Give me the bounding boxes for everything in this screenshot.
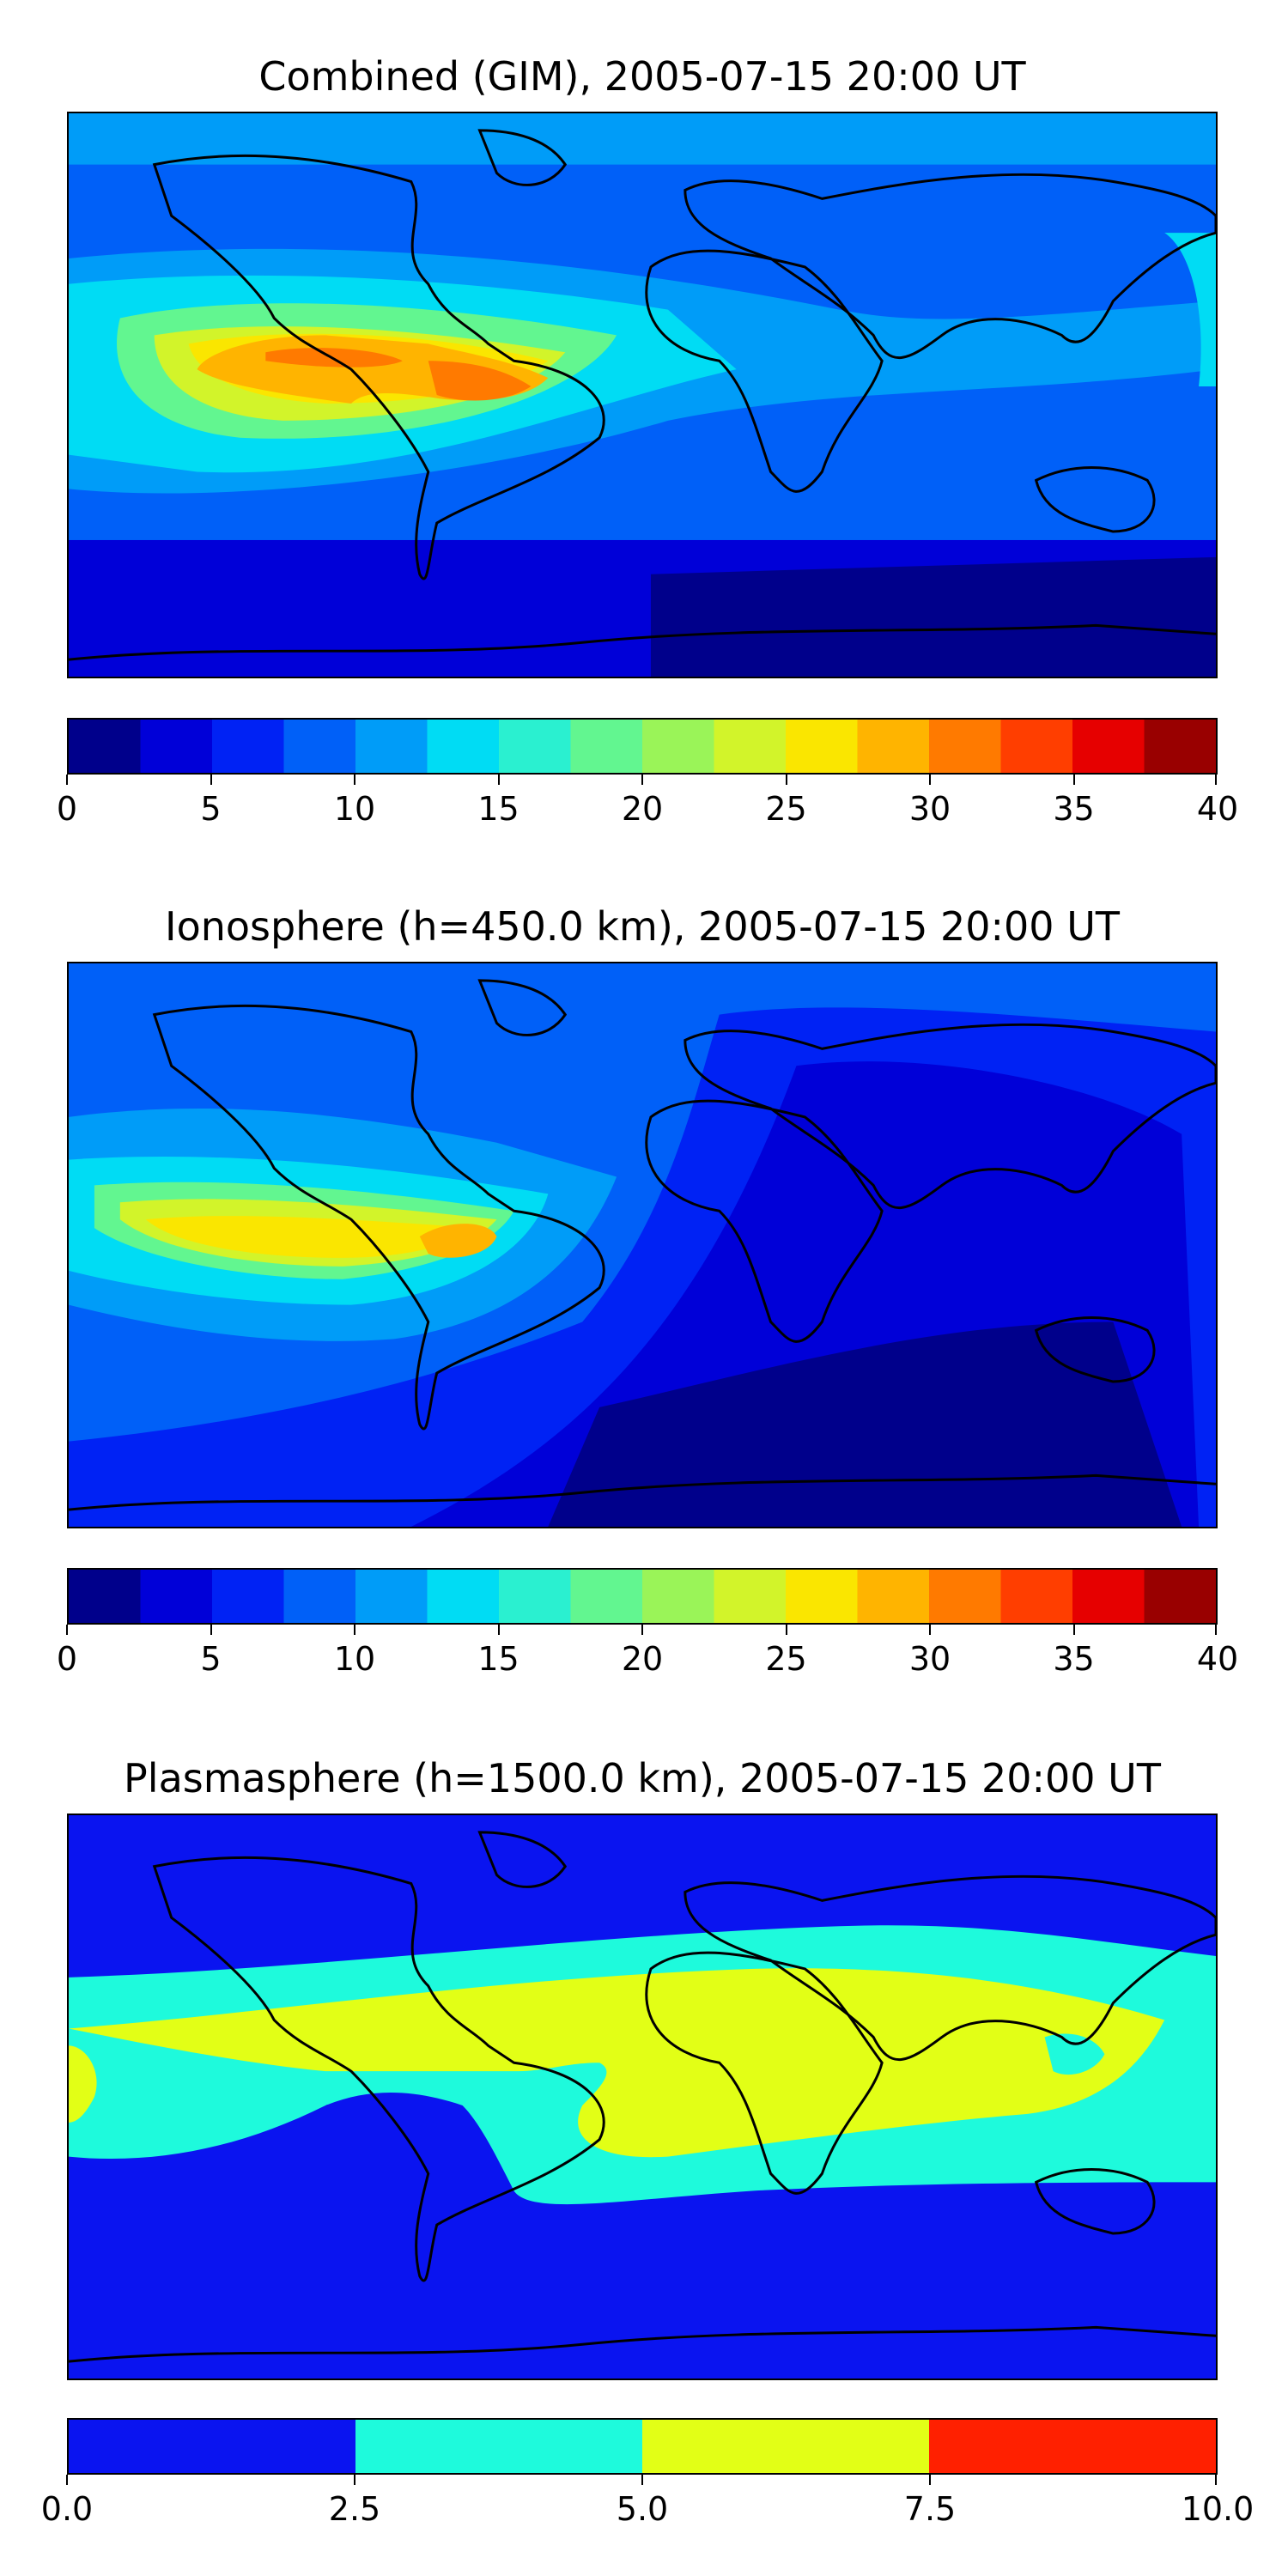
colorbar-tick-label: 5 (200, 1640, 222, 1678)
colorbar-ticks-plasmasphere: 0.0 2.5 5.0 7.5 10.0 (41, 2475, 1254, 2528)
colorbar-level-13 (1000, 1570, 1073, 1623)
colorbar-level-1 (355, 2420, 643, 2473)
colorbar-tick-label: 15 (477, 1640, 519, 1678)
colorbar-level-11 (857, 720, 930, 773)
colorbar-tick (354, 2475, 355, 2485)
colorbar-tick (210, 775, 212, 785)
colorbar-level-9 (714, 1570, 787, 1623)
colorbar-tick-label: 15 (477, 790, 519, 828)
colorbar-level-0 (69, 2420, 356, 2473)
colorbar-ticks-ionosphere: 0 5 10 15 20 25 30 35 40 (57, 1625, 1238, 1678)
colorbar-ticks-combined: 0 5 10 15 20 25 30 35 40 (57, 775, 1238, 828)
colorbar-tick (785, 775, 787, 785)
colorbar-level-3 (283, 720, 356, 773)
colorbar-level-5 (427, 1570, 500, 1623)
colorbar-tick (1215, 2475, 1217, 2485)
colorbar-combined (67, 718, 1218, 775)
colorbar-tick (641, 1625, 643, 1635)
colorbar-level-2 (212, 720, 285, 773)
colorbar-level-4 (355, 1570, 428, 1623)
panel-title-combined: Combined (GIM), 2005-07-15 20:00 UT (258, 53, 1026, 100)
colorbar-tick-label: 5.0 (616, 2490, 669, 2528)
colorbar-tick-label: 0 (56, 1640, 78, 1678)
colorbar-level-13 (1000, 720, 1073, 773)
colorbar-tick-label: 10.0 (1181, 2490, 1255, 2528)
colorbar-ionosphere (67, 1568, 1218, 1625)
colorbar-tick (785, 1625, 787, 1635)
colorbar-tick-label: 35 (1053, 790, 1095, 828)
colorbar-tick-label: 40 (1196, 790, 1239, 828)
colorbar-level-15 (1144, 1570, 1216, 1623)
colorbar-tick (641, 2475, 643, 2485)
colorbar-tick (66, 2475, 68, 2485)
colorbar-level-0 (69, 720, 142, 773)
colorbar-level-8 (642, 1570, 715, 1623)
colorbar-plasmasphere (67, 2418, 1218, 2475)
colorbar-tick-label: 7.5 (903, 2490, 957, 2528)
colorbar-tick (354, 1625, 355, 1635)
colorbar-tick-label: 30 (908, 790, 951, 828)
colorbar-level-9 (714, 720, 787, 773)
colorbar-level-12 (929, 1570, 1002, 1623)
colorbar-tick (929, 2475, 931, 2485)
colorbar-tick-label: 10 (333, 1640, 376, 1678)
colorbar-level-15 (1144, 720, 1216, 773)
colorbar-tick-label: 2.5 (328, 2490, 381, 2528)
colorbar-tick (641, 775, 643, 785)
colorbar-level-12 (929, 720, 1002, 773)
colorbar-tick (1215, 775, 1217, 785)
panel-title-ionosphere: Ionosphere (h=450.0 km), 2005-07-15 20:0… (165, 903, 1120, 950)
colorbar-level-1 (140, 1570, 213, 1623)
colorbar-level-3 (929, 2420, 1216, 2473)
colorbar-tick-label: 25 (765, 1640, 807, 1678)
colorbar-level-0 (69, 1570, 142, 1623)
colorbar-level-10 (786, 1570, 859, 1623)
colorbar-tick-label: 25 (765, 790, 807, 828)
colorbar-tick (66, 1625, 68, 1635)
map-ionosphere (67, 962, 1218, 1528)
colorbar-level-7 (570, 720, 643, 773)
colorbar-level-3 (283, 1570, 356, 1623)
colorbar-level-2 (212, 1570, 285, 1623)
colorbar-tick-label: 5 (200, 790, 222, 828)
colorbar-tick-label: 40 (1196, 1640, 1239, 1678)
colorbar-level-1 (140, 720, 213, 773)
colorbar-tick (1072, 1625, 1075, 1635)
colorbar-tick (497, 1625, 500, 1635)
colorbar-level-8 (642, 720, 715, 773)
colorbar-tick-label: 35 (1053, 1640, 1095, 1678)
colorbar-level-10 (786, 720, 859, 773)
colorbar-tick (66, 775, 68, 785)
colorbar-level-4 (355, 720, 428, 773)
colorbar-tick (354, 775, 355, 785)
colorbar-level-14 (1072, 720, 1145, 773)
colorbar-tick-label: 30 (908, 1640, 951, 1678)
colorbar-level-11 (857, 1570, 930, 1623)
colorbar-level-7 (570, 1570, 643, 1623)
panel-title-plasmasphere: Plasmasphere (h=1500.0 km), 2005-07-15 2… (124, 1755, 1161, 1801)
colorbar-level-14 (1072, 1570, 1145, 1623)
colorbar-tick-label: 20 (621, 1640, 664, 1678)
colorbar-tick-label: 0.0 (40, 2490, 94, 2528)
colorbar-tick (929, 1625, 931, 1635)
colorbar-tick (1215, 1625, 1217, 1635)
map-combined (67, 112, 1218, 678)
colorbar-tick (929, 775, 931, 785)
colorbar-level-6 (499, 720, 572, 773)
colorbar-tick (210, 1625, 212, 1635)
map-plasmasphere (67, 1814, 1218, 2380)
colorbar-level-2 (642, 2420, 930, 2473)
colorbar-tick-label: 0 (56, 790, 78, 828)
colorbar-tick-label: 20 (621, 790, 664, 828)
colorbar-level-6 (499, 1570, 572, 1623)
colorbar-tick (1072, 775, 1075, 785)
colorbar-level-5 (427, 720, 500, 773)
colorbar-tick-label: 10 (333, 790, 376, 828)
colorbar-tick (497, 775, 500, 785)
